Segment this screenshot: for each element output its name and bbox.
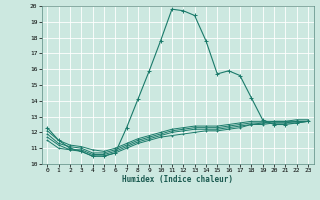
X-axis label: Humidex (Indice chaleur): Humidex (Indice chaleur) [122, 175, 233, 184]
